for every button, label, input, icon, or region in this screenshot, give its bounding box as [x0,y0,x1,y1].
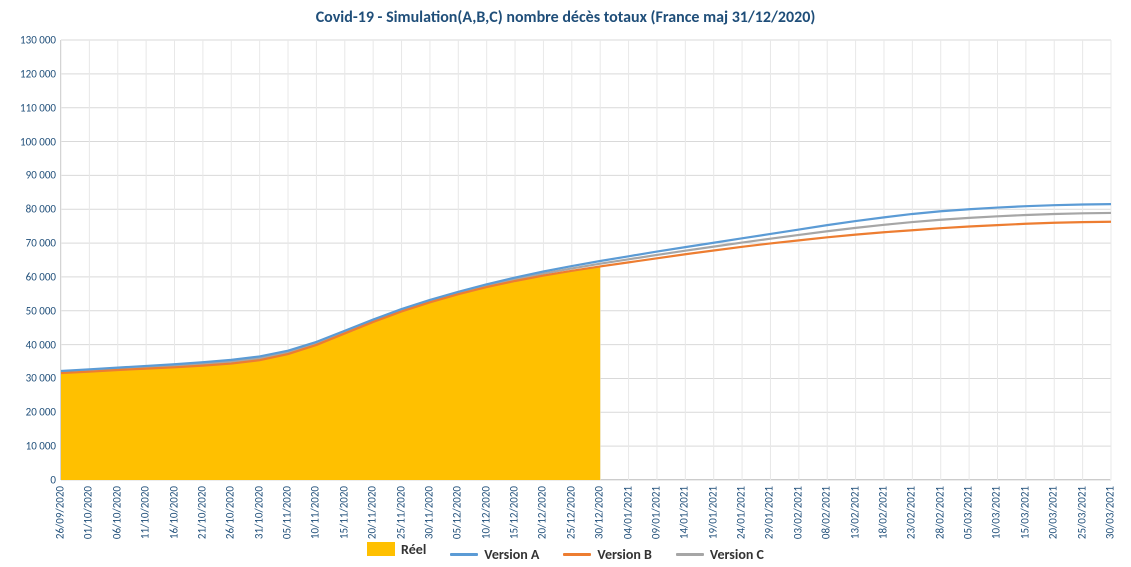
x-tick-label: 20/12/2020 [536,486,549,539]
x-tick-label: 16/10/2020 [167,486,180,539]
x-tick-label: 11/10/2020 [139,486,152,539]
x-tick-label: 05/03/2021 [962,486,975,539]
y-tick-label: 100 000 [6,135,56,148]
x-tick-label: 14/01/2021 [678,486,691,539]
legend-label: Version C [710,546,764,563]
x-tick-label: 10/12/2020 [479,486,492,539]
plot-area [60,40,1110,480]
y-tick-label: 90 000 [6,169,56,182]
x-tick-label: 10/03/2021 [990,486,1003,539]
y-tick-label: 130 000 [6,34,56,47]
x-tick-label: 26/09/2020 [54,486,67,539]
legend-swatch [450,553,478,556]
chart-svg [61,40,1110,479]
y-tick-label: 70 000 [6,237,56,250]
x-tick-label: 10/11/2020 [309,486,322,539]
chart-container: Covid-19 - Simulation(A,B,C) nombre décè… [0,0,1131,567]
x-tick-label: 06/10/2020 [110,486,123,539]
x-tick-label: 25/12/2020 [564,486,577,539]
y-tick-label: 0 [6,474,56,487]
x-tick-label: 13/02/2021 [848,486,861,539]
legend-label: Version A [484,546,539,563]
x-tick-label: 30/03/2021 [1104,486,1117,539]
x-tick-label: 03/02/2021 [791,486,804,539]
x-tick-label: 21/10/2020 [195,486,208,539]
legend-item-reel: Réel [367,541,426,558]
legend: Réel Version A Version B Version C [0,541,1131,564]
y-tick-label: 20 000 [6,406,56,419]
x-tick-label: 05/11/2020 [281,486,294,539]
x-tick-label: 19/01/2021 [706,486,719,539]
x-tick-label: 24/01/2021 [735,486,748,539]
x-tick-label: 15/11/2020 [337,486,350,539]
x-tick-label: 26/10/2020 [224,486,237,539]
y-tick-label: 80 000 [6,203,56,216]
legend-swatch [563,553,591,556]
legend-label: Version B [597,546,652,563]
legend-label: Réel [401,541,426,558]
x-tick-label: 20/11/2020 [366,486,379,539]
legend-item-versionA: Version A [450,546,539,563]
series-reel [61,267,600,480]
y-tick-label: 50 000 [6,304,56,317]
x-tick-label: 05/12/2020 [451,486,464,539]
x-tick-label: 29/01/2021 [763,486,776,539]
x-tick-label: 30/12/2020 [593,486,606,539]
x-tick-label: 09/01/2021 [649,486,662,539]
x-tick-label: 08/02/2021 [820,486,833,539]
x-tick-label: 20/03/2021 [1047,486,1060,539]
legend-item-versionC: Version C [676,546,764,563]
x-tick-label: 23/02/2021 [905,486,918,539]
legend-item-versionB: Version B [563,546,652,563]
x-tick-label: 18/02/2021 [876,486,889,539]
y-tick-label: 60 000 [6,270,56,283]
x-tick-label: 01/10/2020 [82,486,95,539]
x-tick-label: 15/12/2020 [508,486,521,539]
y-tick-label: 110 000 [6,101,56,114]
x-tick-label: 31/10/2020 [252,486,265,539]
y-tick-label: 40 000 [6,338,56,351]
y-tick-label: 120 000 [6,67,56,80]
x-tick-label: 15/03/2021 [1018,486,1031,539]
x-tick-label: 04/01/2021 [621,486,634,539]
x-tick-label: 30/11/2020 [422,486,435,539]
x-tick-label: 25/03/2021 [1075,486,1088,539]
x-tick-label: 25/11/2020 [394,486,407,539]
legend-swatch [676,553,704,556]
y-tick-label: 30 000 [6,372,56,385]
y-tick-label: 10 000 [6,440,56,453]
chart-title: Covid-19 - Simulation(A,B,C) nombre décè… [0,8,1131,27]
x-tick-label: 28/02/2021 [933,486,946,539]
legend-swatch [367,542,395,556]
